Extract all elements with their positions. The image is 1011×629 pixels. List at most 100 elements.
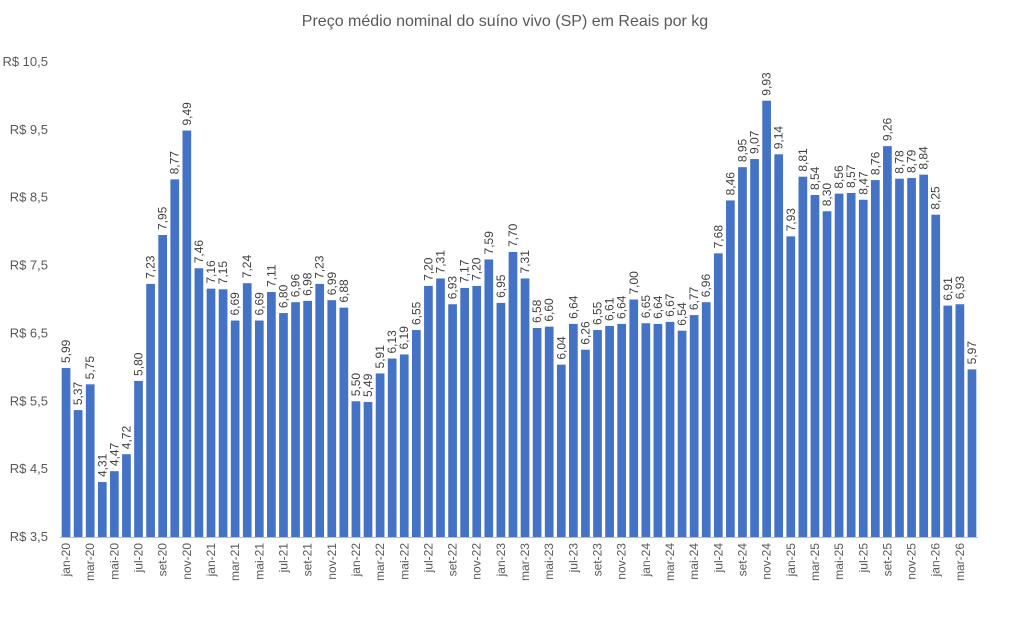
bar (895, 178, 904, 537)
y-tick-label: R$ 9,5 (10, 122, 48, 137)
data-label: 7,23 (144, 255, 158, 279)
data-label: 6,65 (639, 295, 653, 319)
data-label: 6,61 (603, 297, 617, 321)
bar (327, 300, 337, 537)
data-label: 6,26 (578, 321, 592, 345)
bar (967, 369, 977, 537)
bar (931, 214, 941, 537)
bar (653, 323, 663, 537)
bar (170, 179, 180, 537)
bar (532, 328, 542, 537)
x-tick-label: set-23 (591, 543, 605, 577)
x-tick-label: set-20 (156, 543, 170, 577)
data-label: 8,54 (808, 166, 822, 190)
data-label: 5,50 (349, 373, 363, 397)
data-label: 6,55 (591, 301, 605, 325)
data-label: 7,00 (627, 271, 641, 295)
x-tick-label: mai-25 (832, 543, 846, 580)
bar (508, 252, 518, 537)
x-tick-label: mar-21 (228, 543, 242, 581)
bar (955, 304, 965, 537)
data-label: 7,31 (518, 250, 532, 274)
bar (303, 300, 312, 537)
data-label: 5,49 (361, 373, 375, 397)
data-label: 5,99 (59, 339, 73, 363)
data-label: 7,11 (264, 264, 278, 287)
x-tick-label: jan-20 (59, 543, 73, 578)
bar (520, 278, 530, 537)
data-label: 9,14 (772, 126, 786, 150)
y-axis-ticks: R$ 3,5 R$ 4,5 R$ 5,5 R$ 6,5 R$ 7,5 R$ 8,5 R$ 9… (2, 54, 48, 544)
chart-title: Preço médio nominal do suíno vivo (SP) e… (302, 13, 708, 30)
data-label: 7,20 (470, 257, 484, 281)
x-tick-label: nov-21 (325, 543, 339, 580)
data-label: 5,97 (965, 341, 979, 365)
bar (581, 349, 590, 537)
bar (870, 180, 880, 537)
bar (774, 154, 784, 538)
x-tick-label: mai-22 (397, 543, 411, 580)
bar (110, 471, 119, 537)
data-label: 6,93 (953, 276, 967, 300)
data-label: 5,80 (132, 352, 146, 376)
data-label: 7,59 (482, 231, 496, 255)
bar (605, 325, 614, 537)
bar (267, 292, 276, 537)
bar (218, 289, 228, 537)
bar (460, 287, 469, 537)
data-label: 7,70 (506, 223, 520, 247)
data-label: 8,78 (892, 150, 906, 174)
x-tick-label: nov-24 (760, 543, 774, 580)
x-tick-label: mar-23 (518, 543, 532, 581)
data-label: 6,67 (663, 293, 677, 317)
bar (134, 380, 143, 537)
bar (387, 358, 397, 537)
data-label: 6,93 (446, 276, 460, 300)
data-label: 8,95 (735, 138, 749, 162)
x-tick-label: set-22 (446, 543, 460, 577)
x-tick-label: mai-21 (252, 543, 266, 580)
data-label: 5,75 (83, 356, 97, 380)
bar (448, 304, 457, 537)
data-label: 7,20 (421, 257, 435, 281)
data-label: 6,64 (651, 295, 665, 319)
x-axis-ticks: jan-20 mar-20 mai-20 jul-20 set-20 nov-20 jan-… (59, 543, 967, 581)
x-tick-label: jul-23 (566, 543, 580, 574)
bar (61, 368, 71, 537)
data-label: 8,30 (820, 183, 834, 207)
x-tick-label: mai-24 (687, 543, 701, 580)
data-label: 6,64 (615, 295, 629, 319)
bar (544, 326, 554, 537)
data-label: 6,64 (566, 295, 580, 319)
data-label: 9,26 (880, 117, 894, 141)
bar (919, 174, 928, 537)
data-label: 8,25 (929, 186, 943, 210)
bar (701, 302, 711, 537)
bar (194, 268, 204, 537)
bar (810, 195, 820, 537)
bar (496, 302, 506, 537)
bar (943, 305, 953, 537)
bar (146, 283, 155, 537)
data-label: 6,04 (554, 336, 568, 360)
data-label: 9,07 (748, 130, 762, 154)
x-tick-label: jul-21 (276, 543, 290, 574)
data-label: 6,58 (530, 299, 544, 323)
data-label: 6,60 (542, 298, 556, 322)
x-tick-label: nov-22 (470, 543, 484, 580)
x-tick-label: mar-24 (663, 543, 677, 581)
bar (834, 193, 844, 537)
bar (798, 176, 808, 537)
data-label: 6,80 (276, 284, 290, 308)
bar (399, 354, 409, 537)
x-tick-label: mar-25 (808, 543, 822, 581)
bar (97, 482, 107, 537)
x-tick-label: jan-25 (784, 543, 798, 578)
bar (846, 192, 856, 537)
x-tick-label: mar-26 (953, 543, 967, 581)
data-label: 6,96 (699, 274, 713, 298)
bar (363, 401, 373, 537)
data-label: 6,99 (325, 271, 339, 295)
bar (677, 330, 687, 537)
